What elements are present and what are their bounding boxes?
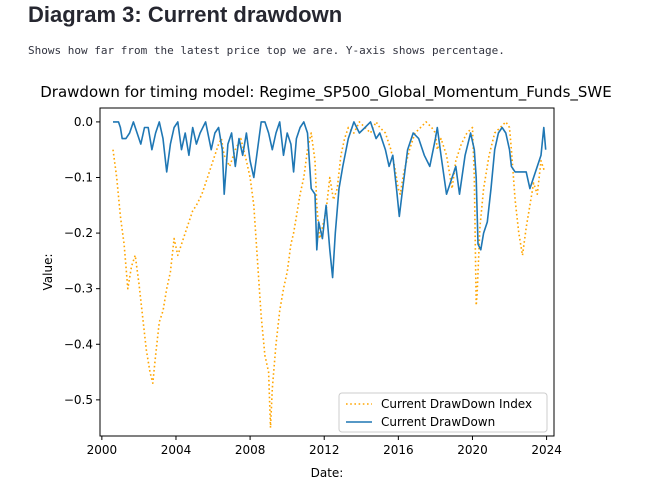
x-tick-label: 2004 — [161, 443, 192, 457]
x-tick-label: 2020 — [457, 443, 488, 457]
y-axis: 0.0 −0.1 −0.2 −0.3 −0.4 −0.5 — [64, 115, 100, 407]
x-tick-label: 2012 — [309, 443, 340, 457]
y-tick-label: 0.0 — [74, 115, 93, 129]
series-index-line — [112, 121, 546, 429]
plot-frame — [99, 107, 555, 437]
x-axis: 2000 2004 2008 2012 2016 2020 2024 — [87, 436, 562, 457]
page-heading: Diagram 3: Current drawdown — [28, 2, 343, 27]
x-axis-label: Date: — [311, 466, 344, 480]
legend-label-index: Current DrawDown Index — [381, 397, 532, 411]
page-description: Shows how far from the latest price top … — [28, 44, 505, 57]
series-drawdown-line — [113, 121, 547, 279]
y-tick-label: −0.4 — [64, 337, 93, 351]
y-tick-label: −0.2 — [64, 226, 93, 240]
y-tick-label: −0.1 — [64, 170, 93, 184]
x-tick-label: 2016 — [383, 443, 414, 457]
x-tick-label: 2024 — [531, 443, 562, 457]
x-tick-label: 2008 — [235, 443, 266, 457]
legend: Current DrawDown Index Current DrawDown — [338, 392, 548, 433]
series-layer — [112, 121, 547, 429]
drawdown-chart: Drawdown for timing model: Regime_SP500_… — [40, 83, 611, 480]
chart-title: Drawdown for timing model: Regime_SP500_… — [40, 83, 611, 102]
y-tick-label: −0.5 — [64, 393, 93, 407]
legend-box — [338, 392, 548, 433]
legend-label-drawdown: Current DrawDown — [381, 415, 495, 429]
y-tick-label: −0.3 — [64, 282, 93, 296]
x-tick-label: 2000 — [87, 443, 118, 457]
y-axis-label: Value: — [41, 254, 55, 291]
